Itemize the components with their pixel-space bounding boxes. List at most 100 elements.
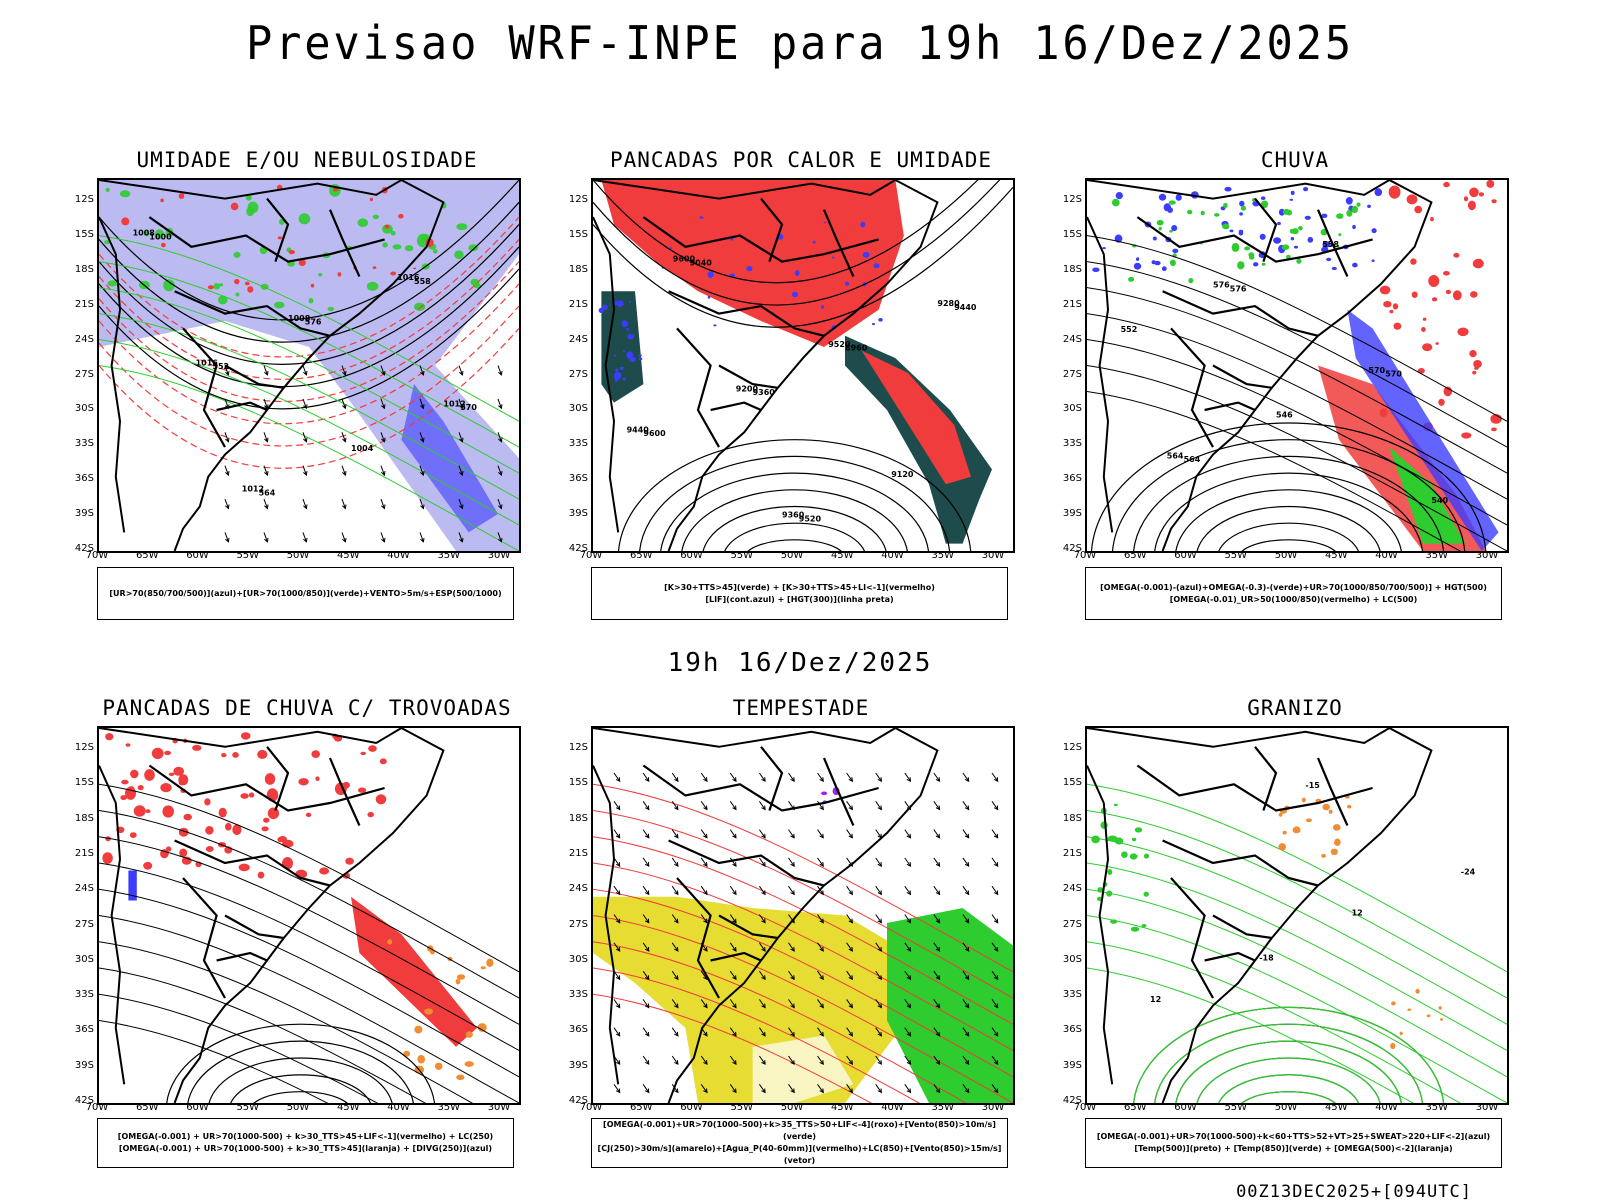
wind-850-vector-head <box>761 805 766 811</box>
wind-850-vector <box>729 1027 737 1037</box>
omega-blue-area <box>1161 266 1167 272</box>
wind-850-vector <box>642 772 650 782</box>
wind-850-vector-head <box>732 946 737 952</box>
height-300-contour <box>660 472 930 551</box>
wind-vector-head <box>381 370 386 376</box>
omega-red-area <box>1467 200 1476 211</box>
omega-orange-area <box>1322 803 1330 811</box>
thickness-contour <box>99 283 519 425</box>
wind-850-vector <box>962 942 970 952</box>
wind-vector-head <box>459 437 464 443</box>
omega-orange-area <box>1399 1031 1403 1036</box>
latitude-tick-label: 30S <box>1062 953 1082 965</box>
lifted-index-contour <box>622 350 626 353</box>
wind-850-vector <box>788 1055 795 1065</box>
streamline-500 <box>1087 261 1507 448</box>
humidity-1000-850-contour <box>417 233 429 248</box>
omega-orange-area <box>1301 797 1306 803</box>
wind-vector <box>224 432 229 442</box>
thunderstorm-red-area <box>358 787 367 793</box>
omega-green-area <box>1223 202 1228 209</box>
wind-850-vector <box>642 914 650 923</box>
legend-line: [OMEGA(-0.001)+UR>70(1000-500)+k<60+TTS>… <box>1096 1132 1491 1141</box>
wind-vector-head <box>381 404 386 410</box>
wind-vector <box>458 432 463 442</box>
wind-850-vector-head <box>790 1088 795 1094</box>
omega-red-area <box>1445 289 1451 295</box>
wind-vector-head <box>303 504 308 510</box>
wind-vector <box>497 398 502 409</box>
humidity-green-contour <box>99 313 519 500</box>
wind-850-vector-head <box>761 975 766 981</box>
contour-label: 540 <box>1431 496 1448 505</box>
latitude-tick-label: 33S <box>74 989 94 1001</box>
wind-850-vector-head <box>877 805 882 811</box>
wind-850-vector <box>613 829 621 839</box>
streamline-250 <box>99 967 427 1103</box>
bottom-row-time-label: 19h 16/Dez/2025 <box>667 648 933 678</box>
thunderstorm-red-area <box>345 857 354 865</box>
temp-850-bowl <box>1175 1040 1402 1103</box>
omega-red-area <box>1428 275 1440 287</box>
wind-850-vector-head <box>993 862 999 867</box>
omega-blue-area <box>1253 262 1259 267</box>
temp-850-bowl <box>1154 1023 1424 1103</box>
latitude-tick-label: 36S <box>1062 1024 1082 1036</box>
wind-850-vector <box>904 1055 911 1065</box>
wind-vector-head <box>420 370 425 376</box>
country-border <box>266 746 290 811</box>
wind-850-vector-head <box>877 1003 882 1009</box>
wind-vector-head <box>225 370 230 376</box>
omega-red-area <box>1472 258 1484 269</box>
wind-850-vector-head <box>644 805 650 811</box>
height-300-contour <box>639 455 951 551</box>
contour-label: 9440 <box>954 303 977 312</box>
wind-850-vector-head <box>993 777 999 783</box>
longitude-tick-label: 55W <box>236 550 260 561</box>
temp-850-contour-west <box>1097 887 1104 893</box>
latitude-tick-label: 24S <box>74 333 94 345</box>
temp-850-contour-west <box>1091 835 1100 844</box>
streamline-500 <box>1087 391 1462 551</box>
latitude-tick-label: 18S <box>74 812 94 824</box>
precipitable-water-contour <box>593 915 1013 1103</box>
wind-850-vector-head <box>644 1088 650 1094</box>
wind-850-vector <box>904 970 911 980</box>
thickness-label-blob <box>298 259 306 266</box>
wind-850-vector-head <box>644 946 650 952</box>
thickness-label-blob <box>247 286 254 293</box>
height-300-contour <box>747 539 842 551</box>
omega-red-area <box>1421 327 1426 332</box>
thickness-label-blob <box>372 266 377 269</box>
wind-850-vector <box>846 942 853 952</box>
latitude-tick-label: 15S <box>74 228 94 240</box>
contour-label: -18 <box>1259 954 1274 963</box>
longitude-tick-label: 50W <box>1274 550 1298 561</box>
latitude-tick-label: 12S <box>568 194 588 205</box>
wind-850-vector-head <box>732 805 737 811</box>
omega-blue-area <box>1171 225 1178 232</box>
humidity-1000-850-contour <box>274 301 285 309</box>
wind-850-vector-head <box>790 777 795 783</box>
temp-500-contour <box>1196 1057 1381 1103</box>
wind-vector <box>263 532 268 542</box>
forecast-map <box>97 726 521 1105</box>
wind-850-vector-head <box>761 1003 766 1009</box>
humidity-1000-850-contour <box>404 245 414 252</box>
wind-vector-head <box>225 504 230 510</box>
country-border <box>1254 746 1278 811</box>
wind-850-vector <box>991 857 999 867</box>
wind-vector <box>224 465 229 476</box>
legend-line: [CJ(250)>30m/s](amarelo)+[Agua_P(40-60mm… <box>597 1144 1002 1165</box>
wind-850-vector <box>671 942 679 952</box>
wind-850-vector-head <box>993 833 999 839</box>
wind-vector-head <box>303 437 308 443</box>
wind-850-vector-head <box>615 805 621 811</box>
wind-850-vector <box>613 999 621 1008</box>
humidity-green-contour <box>99 261 519 448</box>
omega-green-area <box>1237 261 1245 270</box>
wind-850-vector <box>846 885 853 895</box>
wind-vector-head <box>264 370 269 376</box>
figure-title: Previsao WRF-INPE para 19h 16/Dez/2025 <box>245 16 1355 70</box>
country-border <box>710 951 762 962</box>
